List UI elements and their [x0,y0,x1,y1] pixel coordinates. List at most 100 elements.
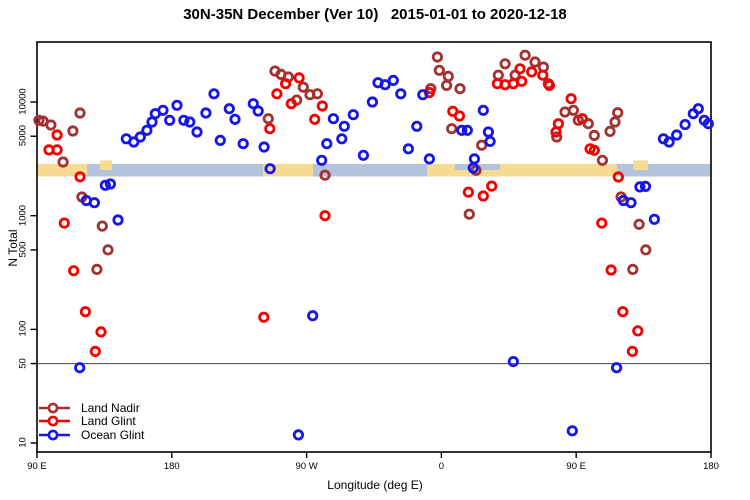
legend-item-ocean-glint: Ocean Glint [39,428,144,442]
data-point-land-nadir [588,129,600,141]
data-point-ocean-glint [229,113,241,125]
data-point-land-nadir [297,81,309,93]
map-strip-land [37,164,88,177]
x-axis-label: Longitude (deg E) [327,478,423,492]
legend-item-land-nadir: Land Nadir [39,401,144,415]
data-point-land-nadir [262,113,274,125]
legend-label-ocean-glint: Ocean Glint [81,427,145,442]
map-strip-island-patch [633,160,649,170]
data-point-land-glint [74,171,86,183]
data-point-ocean-glint [252,105,264,117]
data-point-land-glint [51,129,63,141]
map-strip-island-patch [99,160,112,170]
data-point-ocean-glint [112,214,124,226]
data-point-ocean-glint [482,126,494,138]
data-point-ocean-glint [88,197,101,209]
data-point-land-glint [526,66,538,78]
data-point-land-nadir [604,125,616,137]
data-point-ocean-glint [461,124,473,136]
data-point-land-nadir [319,169,331,181]
legend: Land Nadir Land Glint Ocean Glint [39,401,144,442]
data-point-ocean-glint [327,113,339,125]
data-point-land-nadir [492,69,504,81]
data-point-land-glint [626,345,639,357]
data-point-land-glint [309,113,321,125]
data-point-land-nadir [91,263,103,275]
legend-label-land-nadir: Land Nadir [81,400,140,415]
data-point-land-glint [552,118,565,130]
legend-label-land-glint: Land Glint [81,414,136,429]
data-point-land-glint [285,98,297,110]
data-point-land-glint [95,326,107,338]
data-point-ocean-glint [423,153,435,165]
data-point-land-glint [543,79,556,92]
data-point-land-glint [514,63,526,75]
data-point-ocean-glint [141,124,153,136]
data-point-ocean-glint [357,149,369,161]
data-point-land-nadir [640,244,652,256]
data-point-land-nadir [519,49,531,61]
data-point-land-nadir [454,83,466,95]
data-point-ocean-glint [214,134,226,146]
data-point-land-glint [279,78,292,90]
data-point-ocean-glint [178,114,190,126]
data-point-land-glint [477,190,489,202]
data-point-land-nadir [609,116,621,128]
data-point-ocean-glint [338,120,350,132]
map-strip-land [263,164,314,177]
data-point-ocean-glint [648,213,661,225]
data-point-ocean-glint [671,129,683,141]
data-point-land-glint [596,217,608,229]
data-point-land-nadir [67,125,79,137]
data-point-ocean-glint [316,154,328,166]
x-tick-label: 90 E [566,461,586,472]
data-point-land-nadir [442,70,454,83]
data-point-ocean-glint [639,180,652,192]
data-point-land-nadir [74,107,86,119]
data-point-land-nadir [446,123,458,135]
data-point-land-nadir [499,58,511,70]
data-point-ocean-glint [411,120,423,132]
data-point-ocean-glint [200,107,212,119]
data-point-ocean-glint [292,429,304,441]
x-tick-label: 90 E [27,461,47,472]
data-point-ocean-glint [402,143,414,155]
data-point-ocean-glint [157,104,169,116]
data-point-ocean-glint [456,124,468,136]
data-point-land-nadir [476,139,488,151]
legend-item-land-glint: Land Glint [39,414,144,429]
data-point-ocean-glint [104,178,117,190]
data-point-land-nadir [433,64,445,76]
data-point-land-nadir [440,79,453,92]
data-point-land-glint [271,88,283,100]
data-point-ocean-glint [702,118,714,130]
data-point-ocean-glint [347,109,359,121]
data-point-ocean-glint [134,131,146,143]
data-point-ocean-glint [395,88,407,100]
plot-border [36,41,712,453]
data-point-land-nadir [57,156,69,168]
data-point-land-glint [264,123,276,135]
data-point-land-nadir [567,104,580,116]
data-point-ocean-glint [566,425,578,437]
data-point-land-nadir [102,244,114,256]
data-point-land-glint [588,144,600,156]
data-point-ocean-glint [625,197,637,209]
y-axis-label: N Total [6,229,20,267]
data-point-ocean-glint [679,119,691,131]
data-point-ocean-glint [223,103,235,115]
data-point-ocean-glint [477,104,489,116]
data-point-ocean-glint [264,163,276,175]
legend-marker-land-nadir-icon [39,402,70,414]
data-point-land-nadir [96,220,108,232]
data-point-land-nadir [612,107,624,119]
legend-marker-land-glint-icon [39,415,70,427]
x-tick-label: 180 [703,461,719,472]
data-point-land-glint [486,180,498,192]
data-point-land-glint [605,264,617,276]
data-point-ocean-glint [484,135,496,147]
data-point-ocean-glint [610,362,623,374]
data-point-land-glint [89,345,101,357]
y-tick-label: 10000 [17,88,29,115]
